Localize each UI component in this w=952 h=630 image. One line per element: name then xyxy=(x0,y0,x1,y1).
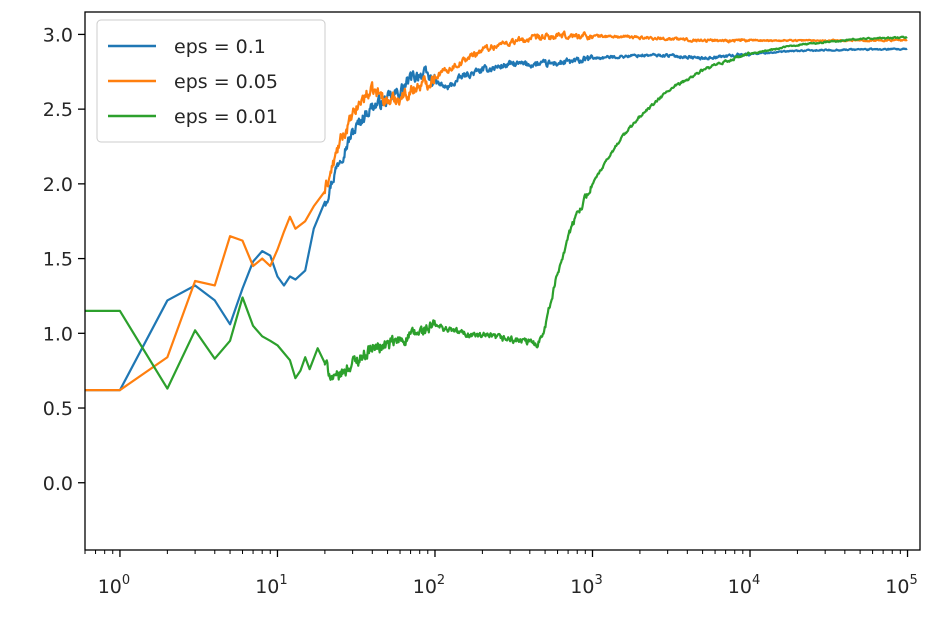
legend-label: eps = 0.01 xyxy=(174,106,278,128)
x-tick-label: 105 xyxy=(885,573,917,598)
legend-label: eps = 0.05 xyxy=(174,71,278,93)
series-line-1 xyxy=(85,47,908,392)
series-layer xyxy=(85,30,908,392)
y-tick-label: 1.5 xyxy=(43,249,73,271)
x-tick-label: 101 xyxy=(255,573,287,598)
legend: eps = 0.1 eps = 0.05 eps = 0.01 xyxy=(96,19,326,143)
y-tick-label: 0.0 xyxy=(43,473,73,495)
x-tick-label: 104 xyxy=(728,573,760,598)
y-tick-label: 2.0 xyxy=(43,174,73,196)
y-tick-label: 2.5 xyxy=(43,99,73,121)
plot-frame xyxy=(84,11,921,551)
x-axis: 100 101 102 103 104 105 xyxy=(84,550,918,598)
x-tick-label: 103 xyxy=(570,573,602,598)
y-tick-label: 1.0 xyxy=(43,323,73,345)
series-line-2 xyxy=(85,30,908,392)
x-tick-label: 102 xyxy=(413,573,445,598)
y-tick-label: 3.0 xyxy=(43,24,73,46)
x-tick-label: 100 xyxy=(98,573,130,598)
legend-label: eps = 0.1 xyxy=(174,36,266,58)
y-tick-label: 0.5 xyxy=(43,398,73,420)
y-axis: 0.0 0.5 1.0 1.5 2.0 2.5 3.0 xyxy=(43,24,85,495)
legend-box xyxy=(96,19,326,143)
series-line-3 xyxy=(85,35,908,390)
